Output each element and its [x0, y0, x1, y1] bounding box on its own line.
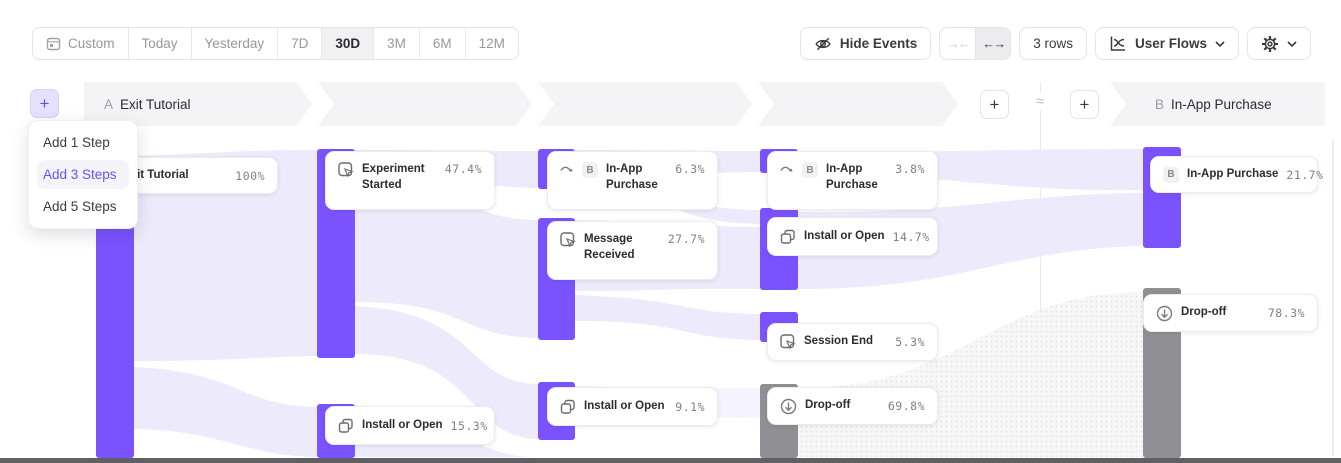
- rows-button[interactable]: 3 rows: [1019, 27, 1087, 60]
- jump-arrow-icon: [560, 162, 574, 174]
- node-value: 69.8%: [887, 399, 925, 413]
- node-label: Install or Open: [804, 229, 885, 242]
- node-card-install-or-open-15[interactable]: Install or Open 15.3%: [325, 406, 495, 445]
- section-divider: [1040, 82, 1041, 458]
- date-range-today[interactable]: Today: [129, 28, 192, 59]
- calendar-icon: [46, 36, 61, 51]
- node-label: Install or Open: [584, 399, 665, 412]
- menu-item-add-5-steps[interactable]: Add 5 Steps: [43, 199, 117, 214]
- collapse-icon: →←: [946, 36, 971, 51]
- date-range-12m[interactable]: 12M: [478, 36, 505, 51]
- chevron-down-icon: [1287, 40, 1297, 47]
- menu-item-add-3-steps[interactable]: Add 3 Steps: [37, 160, 129, 189]
- node-value: 3.8%: [895, 162, 925, 176]
- toolbar-right: Hide Events →← ←→ 3 rows User Flows: [799, 27, 1311, 60]
- node-card-install-or-open-14[interactable]: Install or Open 14.7%: [767, 217, 938, 256]
- expand-columns-button[interactable]: ←→: [975, 28, 1011, 59]
- node-value: 6.3%: [675, 162, 705, 176]
- eye-off-icon: [814, 35, 832, 53]
- rows-label: 3 rows: [1033, 36, 1073, 51]
- user-flows-icon: [1109, 35, 1127, 52]
- add-step-button[interactable]: +: [30, 89, 59, 118]
- drop-off-arrow-icon: [1156, 305, 1173, 322]
- node-label: In-App Purchase: [1187, 167, 1279, 180]
- node-value: 14.7%: [892, 229, 930, 244]
- expand-icon: ←→: [982, 36, 1006, 51]
- view-selector-label: User Flows: [1134, 36, 1207, 51]
- node-card-in-app-purchase-3[interactable]: B In-App Purchase 3.8%: [767, 151, 938, 210]
- step-header-segment-3[interactable]: [538, 82, 752, 126]
- node-card-message-received[interactable]: Message Received 27.7%: [547, 221, 718, 280]
- date-range-3m[interactable]: 3M: [374, 28, 420, 59]
- funnel-event-b-badge: B: [802, 162, 818, 178]
- node-value: 47.4%: [444, 162, 482, 176]
- section-b-letter: B: [1155, 96, 1165, 112]
- event-click-icon: [338, 162, 354, 178]
- add-steps-menu: Add 1 Step Add 3 Steps Add 5 Steps: [28, 120, 138, 229]
- section-b-label: In-App Purchase: [1171, 96, 1272, 112]
- hide-events-label: Hide Events: [839, 36, 918, 51]
- node-value: 78.3%: [1267, 306, 1305, 320]
- section-a-label: Exit Tutorial: [120, 96, 191, 112]
- event-click-icon: [560, 232, 576, 248]
- jump-arrow-icon: [780, 162, 794, 174]
- copy-squares-icon: [338, 418, 354, 434]
- section-a-letter: A: [104, 96, 114, 112]
- chevron-down-icon: [1215, 40, 1225, 47]
- bottom-panel-edge: [0, 458, 1341, 463]
- node-value: 9.1%: [675, 399, 705, 414]
- drop-off-arrow-icon: [780, 398, 797, 415]
- date-range-yesterday[interactable]: Yesterday: [192, 28, 279, 59]
- node-card-drop-off-78[interactable]: Drop-off 78.3%: [1143, 294, 1318, 332]
- node-card-in-app-purchase-6[interactable]: B In-App Purchase 6.3%: [547, 151, 718, 210]
- collapse-expand-toggle: →← ←→: [939, 27, 1012, 60]
- node-value: 21.7%: [1286, 167, 1324, 182]
- step-header-segment-1[interactable]: A Exit Tutorial: [84, 82, 312, 126]
- node-card-exit-tutorial[interactable]: Exit Tutorial 100%: [110, 157, 278, 194]
- copy-squares-icon: [780, 229, 796, 245]
- view-selector-button[interactable]: User Flows: [1094, 27, 1239, 60]
- node-label: Message Received: [584, 233, 635, 261]
- node-card-drop-off-69[interactable]: Drop-off 69.8%: [767, 387, 938, 425]
- event-click-icon: [780, 334, 796, 350]
- step-header-segment-4[interactable]: [758, 82, 958, 126]
- date-range-custom[interactable]: Custom: [33, 28, 129, 59]
- node-label: Experiment Started: [362, 163, 425, 191]
- hide-events-button[interactable]: Hide Events: [799, 27, 932, 60]
- add-step-after-button[interactable]: +: [1070, 90, 1099, 119]
- node-label: In-App Purchase: [826, 163, 878, 191]
- settings-button[interactable]: [1247, 27, 1311, 60]
- node-label: In-App Purchase: [606, 163, 658, 191]
- date-range-30d[interactable]: 30D: [322, 28, 375, 59]
- node-label: Drop-off: [1181, 306, 1227, 319]
- node-card-experiment-started[interactable]: Experiment Started 47.4%: [325, 151, 495, 210]
- copy-squares-icon: [560, 399, 576, 415]
- funnel-event-b-badge: B: [1163, 166, 1179, 183]
- node-value: 15.3%: [450, 418, 488, 433]
- menu-item-add-1-step[interactable]: Add 1 Step: [43, 135, 110, 150]
- node-value: 5.3%: [895, 335, 925, 349]
- node-label: Install or Open: [362, 418, 443, 431]
- right-scroll-edge[interactable]: [1332, 140, 1334, 456]
- node-card-install-or-open-9[interactable]: Install or Open 9.1%: [547, 387, 718, 426]
- node-label: Exit Tutorial: [123, 168, 189, 181]
- step-header-segment-b[interactable]: B In-App Purchase: [1110, 82, 1325, 126]
- date-range-6m[interactable]: 6M: [420, 28, 466, 59]
- approx-symbol: ≈: [1026, 93, 1054, 110]
- node-label: Drop-off: [805, 399, 851, 412]
- date-range-label: Custom: [68, 36, 115, 51]
- step-header-segment-2[interactable]: [318, 82, 532, 126]
- collapse-columns-button[interactable]: →←: [940, 28, 975, 59]
- node-card-in-app-purchase-21[interactable]: B In-App Purchase 21.7%: [1150, 156, 1323, 193]
- date-range-selector: Custom Today Yesterday 7D 30D 3M 6M 12M: [32, 27, 519, 60]
- node-card-session-end[interactable]: Session End 5.3%: [767, 323, 938, 361]
- node-value: 27.7%: [667, 232, 705, 246]
- add-step-before-button[interactable]: +: [980, 90, 1009, 119]
- gear-icon: [1261, 35, 1279, 53]
- date-range-7d[interactable]: 7D: [278, 28, 323, 59]
- funnel-event-b-badge: B: [582, 162, 598, 178]
- node-value: 100%: [235, 168, 265, 183]
- node-label: Session End: [804, 335, 874, 348]
